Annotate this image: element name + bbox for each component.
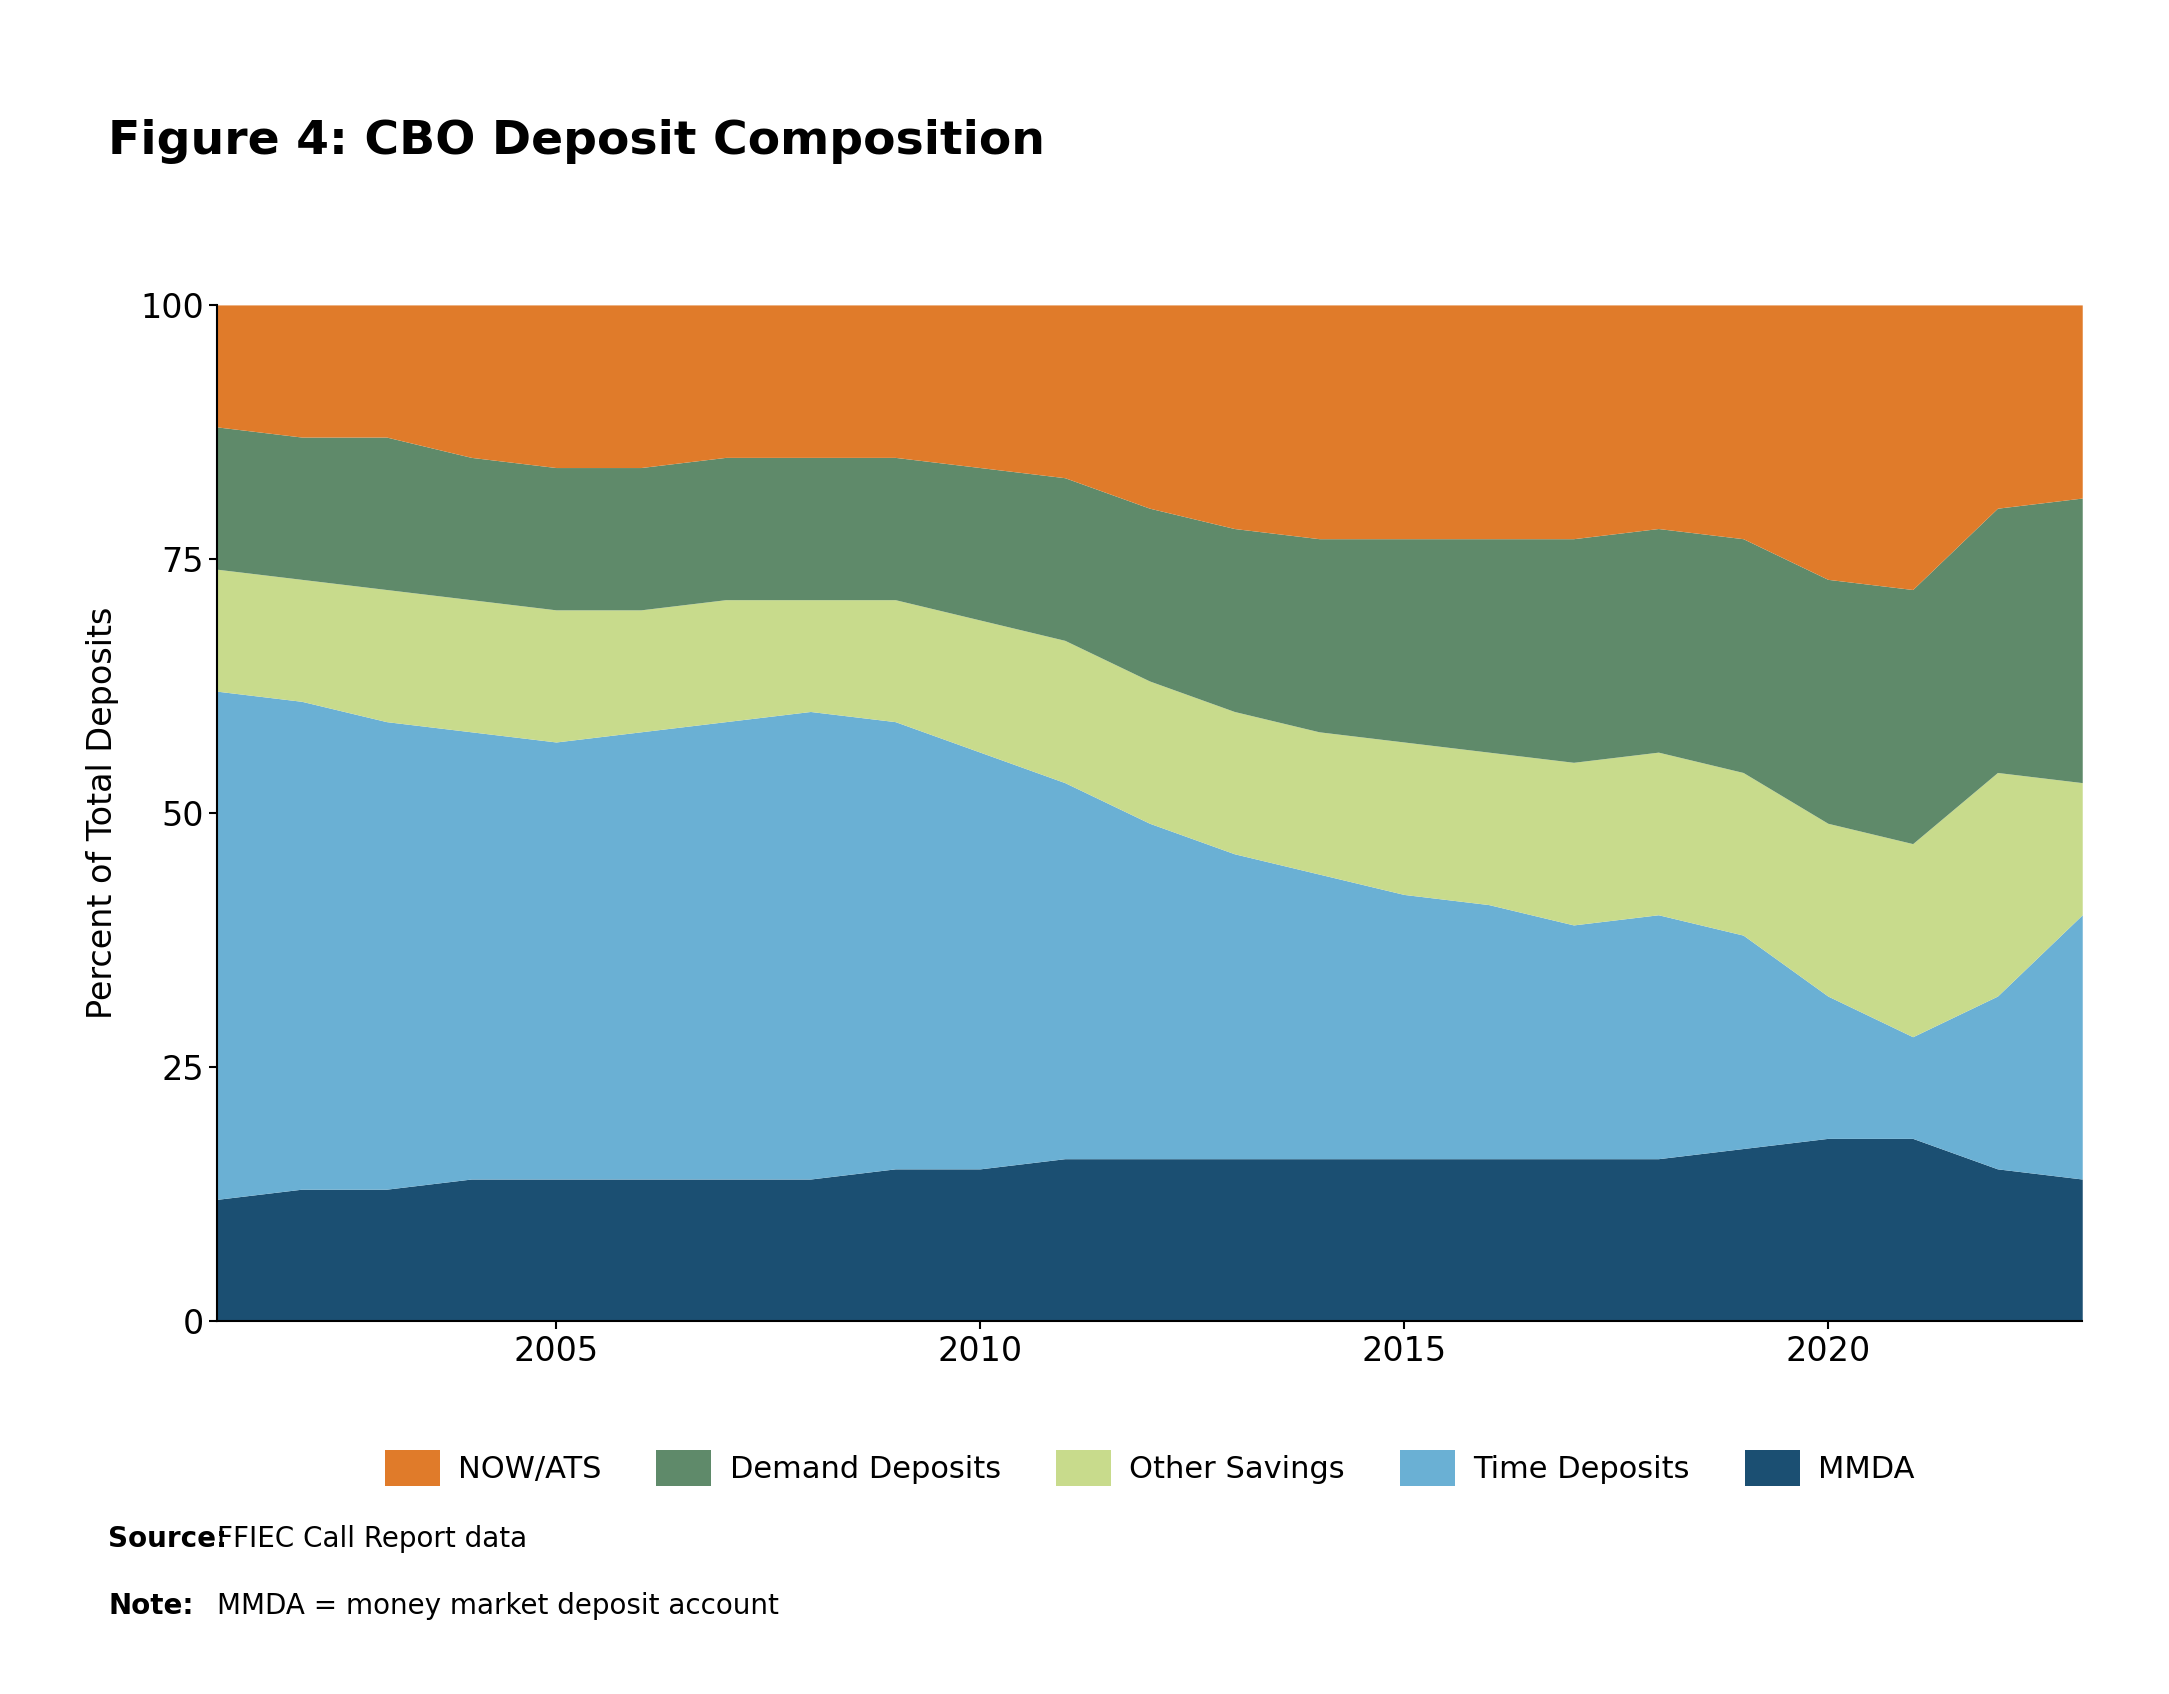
Y-axis label: Percent of Total Deposits: Percent of Total Deposits [87,606,119,1020]
Text: Source:: Source: [108,1525,228,1553]
Text: Figure 4: CBO Deposit Composition: Figure 4: CBO Deposit Composition [108,119,1045,164]
Legend: NOW/ATS, Demand Deposits, Other Savings, Time Deposits, MMDA: NOW/ATS, Demand Deposits, Other Savings,… [373,1438,1926,1497]
Text: Note:: Note: [108,1592,193,1621]
Text: MMDA = money market deposit account: MMDA = money market deposit account [217,1592,779,1621]
Text: FFIEC Call Report data: FFIEC Call Report data [217,1525,527,1553]
